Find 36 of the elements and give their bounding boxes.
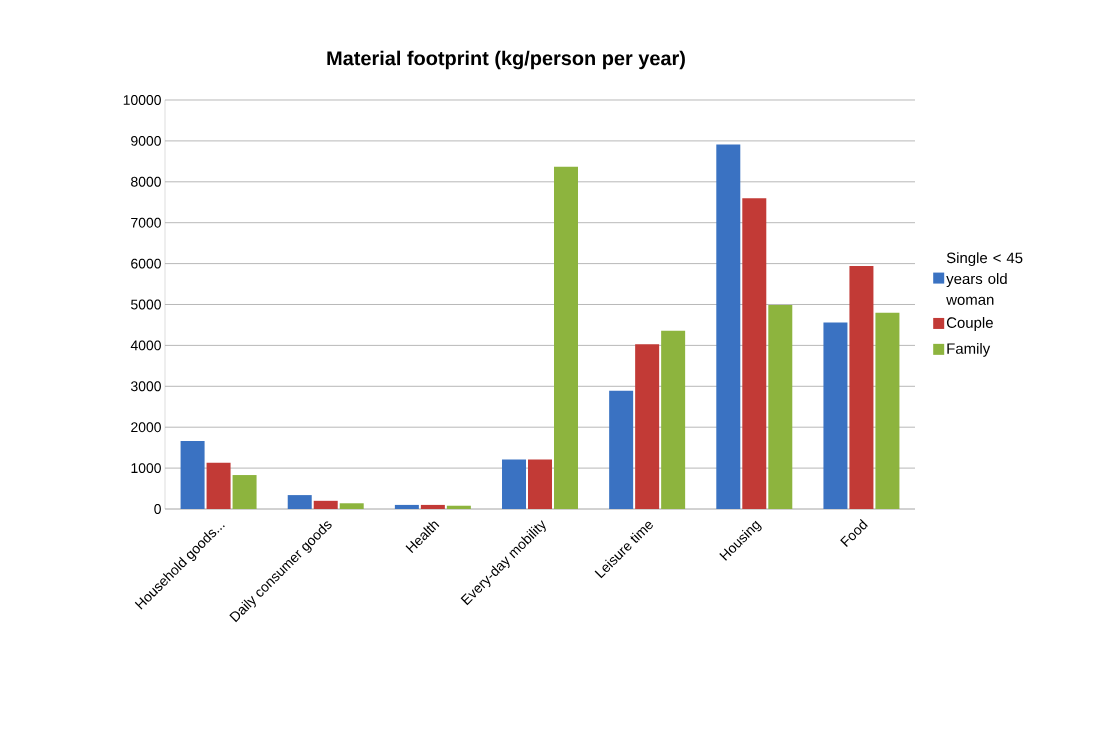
y-tick-label: 7000: [131, 217, 161, 228]
bar: [232, 475, 257, 509]
y-tick-label: 0: [154, 504, 161, 514]
bar: [420, 504, 445, 509]
y-tick-label: 10000: [123, 95, 161, 105]
bar: [554, 166, 578, 509]
bar: [502, 459, 527, 509]
legend-label: Single < 45 years old woman: [946, 252, 1023, 305]
bar: [339, 503, 364, 509]
y-tick-label: 8000: [131, 176, 161, 187]
y-tick-label: 1000: [131, 463, 161, 474]
bar: [661, 330, 686, 509]
bar: [180, 441, 205, 509]
y-tick-label: 6000: [131, 258, 161, 269]
y-tick-label: 2000: [131, 422, 161, 433]
legend-label: Family: [947, 342, 991, 357]
y-tick-label: 4000: [130, 340, 161, 351]
bar: [768, 304, 793, 509]
bar: [394, 504, 419, 509]
y-tick-label: 9000: [131, 135, 161, 146]
chart-title: Material footprint (kg/person per year): [327, 50, 685, 70]
y-tick-label: 3000: [130, 381, 161, 392]
legend-label: Couple: [946, 316, 993, 331]
bar: [849, 266, 874, 509]
bar: [287, 495, 312, 509]
bar: [742, 198, 767, 509]
bar: [313, 500, 338, 509]
bar: [823, 322, 848, 509]
bar: [446, 505, 471, 509]
bar: [635, 344, 660, 509]
bar: [716, 144, 741, 509]
bar: [206, 462, 231, 509]
bar: [609, 390, 634, 509]
y-tick-label: 5000: [131, 299, 161, 310]
bar: [528, 459, 552, 509]
bar: [875, 312, 900, 509]
